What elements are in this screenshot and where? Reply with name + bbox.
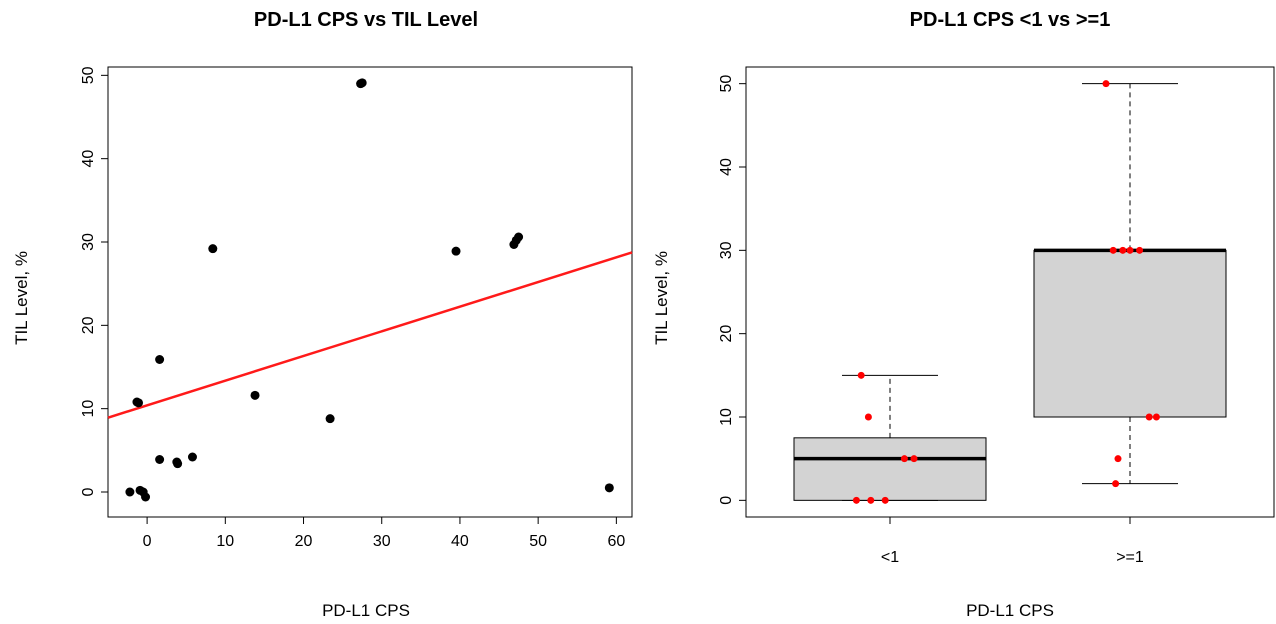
boxplot-point <box>900 455 908 463</box>
boxplot-point <box>881 496 889 504</box>
boxplot-boxes <box>793 83 1227 501</box>
scatter-panel: PD-L1 CPS vs TIL Level 0 10 20 30 40 50 60 0 10 2… <box>12 9 633 620</box>
scatter-point <box>325 414 335 424</box>
boxplot-y-tick-label: 50 <box>718 75 735 93</box>
scatter-y-tick-label: 50 <box>80 66 97 84</box>
boxplot-y-axis-label: TIL Level, % <box>652 251 671 345</box>
boxplot-y-tick-label: 40 <box>718 158 735 176</box>
scatter-points <box>125 78 614 502</box>
scatter-fit-line-group <box>107 251 633 419</box>
boxplot-point <box>1102 80 1110 88</box>
scatter-point <box>514 232 524 242</box>
scatter-y-tick-label: 10 <box>80 400 97 418</box>
scatter-point <box>134 398 144 408</box>
boxplot-point <box>1109 246 1117 254</box>
scatter-point <box>155 355 165 364</box>
scatter-point <box>451 246 461 256</box>
boxplot-x-tick-label: >=1 <box>1116 549 1144 566</box>
scatter-x-tick-label: 50 <box>529 533 547 550</box>
scatter-x-tick-label: 10 <box>216 533 234 550</box>
boxplot-point <box>1145 413 1153 421</box>
boxplot-title: PD-L1 CPS <1 vs >=1 <box>910 9 1111 31</box>
scatter-plot-frame <box>107 66 633 518</box>
scatter-point <box>187 452 197 462</box>
boxplot-point <box>857 371 865 379</box>
scatter-axes: 0 10 20 30 40 50 60 0 10 20 30 40 50 <box>80 66 625 550</box>
scatter-point <box>141 492 151 502</box>
boxplot-point <box>1114 455 1122 463</box>
boxplot-point <box>864 413 872 421</box>
boxplot-y-tick-label: 0 <box>718 496 735 505</box>
scatter-point <box>357 78 367 88</box>
scatter-x-axis-label: PD-L1 CPS <box>322 601 410 620</box>
boxplot-x-axis-label: PD-L1 CPS <box>966 601 1054 620</box>
scatter-y-tick-label: 40 <box>80 150 97 168</box>
scatter-y-axis-label: TIL Level, % <box>12 251 31 345</box>
scatter-y-tick-label: 30 <box>80 233 97 251</box>
boxplot-point <box>1112 480 1120 488</box>
boxplot-axes: <1 >=1 0 10 20 30 40 50 <box>718 75 1144 566</box>
boxplot-panel: PD-L1 CPS <1 vs >=1 <1 >=1 0 10 20 30 40 50 PD-… <box>652 9 1275 620</box>
scatter-point <box>604 483 614 493</box>
scatter-point <box>155 455 165 464</box>
scatter-x-tick-label: 20 <box>295 533 313 550</box>
boxplot-box <box>1033 249 1227 418</box>
boxplot-point <box>910 455 918 463</box>
scatter-y-tick-label: 0 <box>80 487 97 496</box>
boxplot-point <box>852 496 860 504</box>
boxplot-point <box>1152 413 1160 421</box>
boxplot-points <box>852 80 1160 504</box>
scatter-x-tick-label: 0 <box>143 533 152 550</box>
boxplot-y-tick-label: 30 <box>718 241 735 259</box>
boxplot-point <box>1126 246 1134 254</box>
scatter-point <box>125 487 135 497</box>
scatter-x-tick-label: 40 <box>451 533 469 550</box>
boxplot-point <box>1136 246 1144 254</box>
boxplot-point <box>1119 246 1127 254</box>
scatter-x-tick-label: 60 <box>607 533 625 550</box>
scatter-point <box>208 244 218 254</box>
scatter-point <box>250 390 260 400</box>
scatter-y-tick-label: 20 <box>80 316 97 334</box>
boxplot-point <box>867 496 875 504</box>
scatter-title: PD-L1 CPS vs TIL Level <box>254 9 478 31</box>
boxplot-y-tick-label: 20 <box>718 325 735 343</box>
scatter-x-tick-label: 30 <box>373 533 391 550</box>
boxplot-y-tick-label: 10 <box>718 408 735 426</box>
boxplot-box <box>793 437 987 501</box>
scatter-fit-line <box>107 251 633 419</box>
scatter-point <box>173 459 183 469</box>
boxplot-x-tick-label: <1 <box>881 549 899 566</box>
